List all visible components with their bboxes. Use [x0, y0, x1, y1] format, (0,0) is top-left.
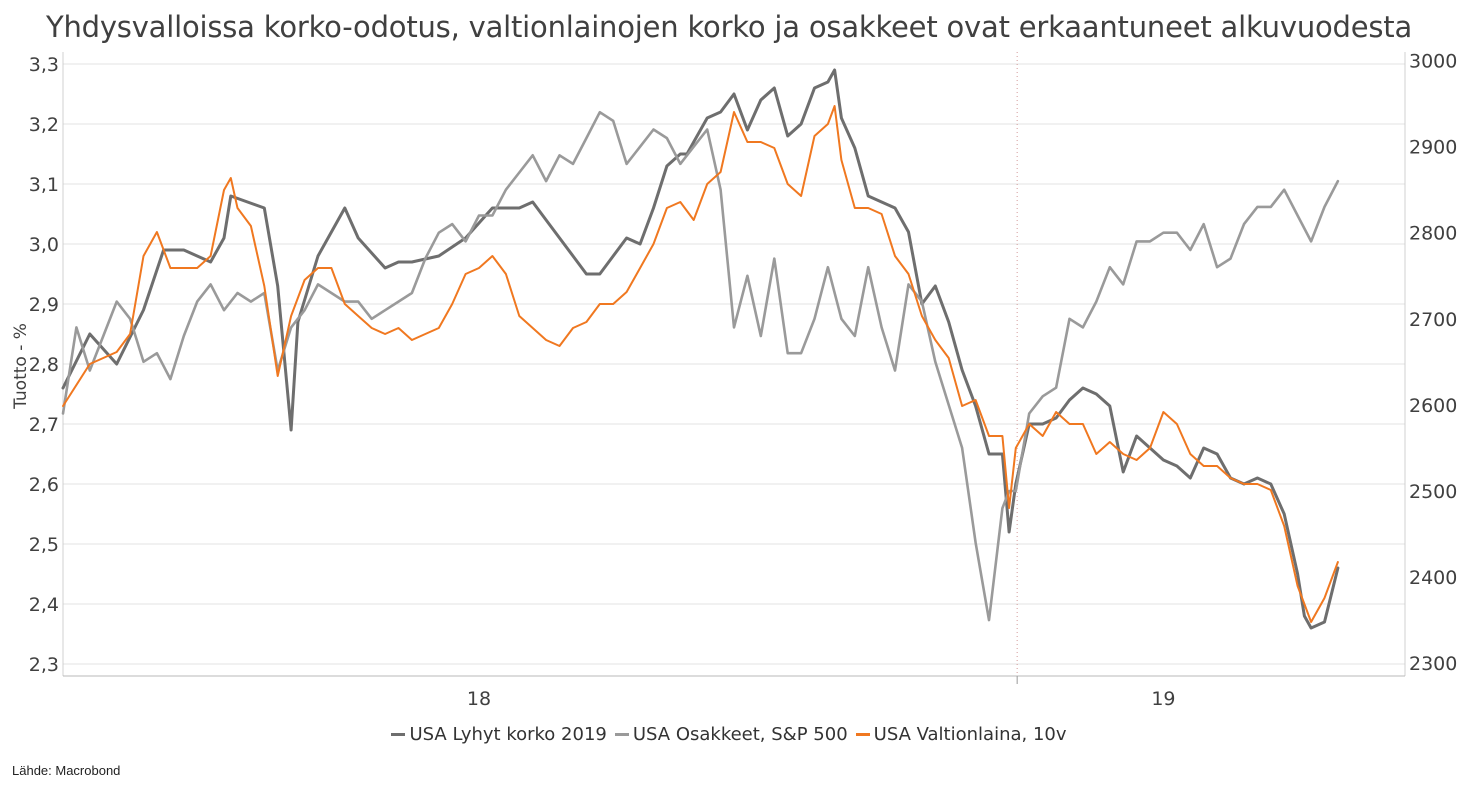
legend-item: USA Lyhyt korko 2019 [391, 724, 607, 745]
y-left-tick-label: 2,3 [29, 654, 59, 676]
x-tick-label: 18 [467, 688, 491, 710]
legend-label: USA Valtionlaina, 10v [873, 724, 1067, 745]
legend-swatch [614, 733, 629, 736]
y-right-tick-label: 2700 [1409, 309, 1457, 331]
y-left-tick-label: 2,8 [29, 354, 59, 376]
y-left-tick-label: 3,2 [29, 114, 59, 136]
y-right-tick-label: 3000 [1409, 51, 1457, 73]
legend-swatch [391, 733, 406, 736]
chart-title: Yhdysvalloissa korko-odotus, valtionlain… [45, 10, 1413, 44]
y-left-tick-label: 2,6 [29, 474, 59, 496]
y-axis-title-left: Tuotto - % [11, 323, 31, 410]
y-left-tick-label: 3,0 [29, 234, 59, 256]
y-right-tick-label: 2500 [1409, 481, 1457, 503]
series-line-1 [61, 68, 1340, 630]
y-left-tick-label: 2,7 [29, 414, 59, 436]
legend-label: USA Lyhyt korko 2019 [409, 724, 607, 745]
grid-layer [63, 52, 1405, 676]
legend-item: USA Valtionlaina, 10v [855, 724, 1067, 745]
y-right-tick-label: 2800 [1409, 223, 1457, 245]
y-left-tick-label: 3,3 [29, 54, 59, 76]
source-note: Lähde: Macrobond [12, 763, 121, 778]
y-left-tick-label: 2,5 [29, 534, 59, 556]
legend-label: USA Osakkeet, S&P 500 [632, 724, 848, 745]
series-layer [61, 68, 1340, 630]
axis-layer: 2,3 2,4 2,5 2,6 2,7 2,8 2,9 3,0 3,1 3,2 3,3 2300 240… [29, 51, 1458, 710]
y-right-tick-label: 2400 [1409, 567, 1457, 589]
y-right-tick-label: 2900 [1409, 137, 1457, 159]
series-line-3 [62, 105, 1339, 623]
y-right-tick-label: 2300 [1409, 653, 1457, 675]
y-left-tick-label: 3,1 [29, 174, 59, 196]
legend: USA Lyhyt korko 2019 USA Osakkeet, S&P 50… [0, 724, 1458, 745]
legend-swatch [855, 733, 870, 736]
y-right-tick-label: 2600 [1409, 395, 1457, 417]
x-tick-label: 19 [1151, 688, 1175, 710]
y-left-tick-label: 2,4 [29, 594, 59, 616]
y-left-tick-label: 2,9 [29, 294, 59, 316]
legend-item: USA Osakkeet, S&P 500 [614, 724, 848, 745]
